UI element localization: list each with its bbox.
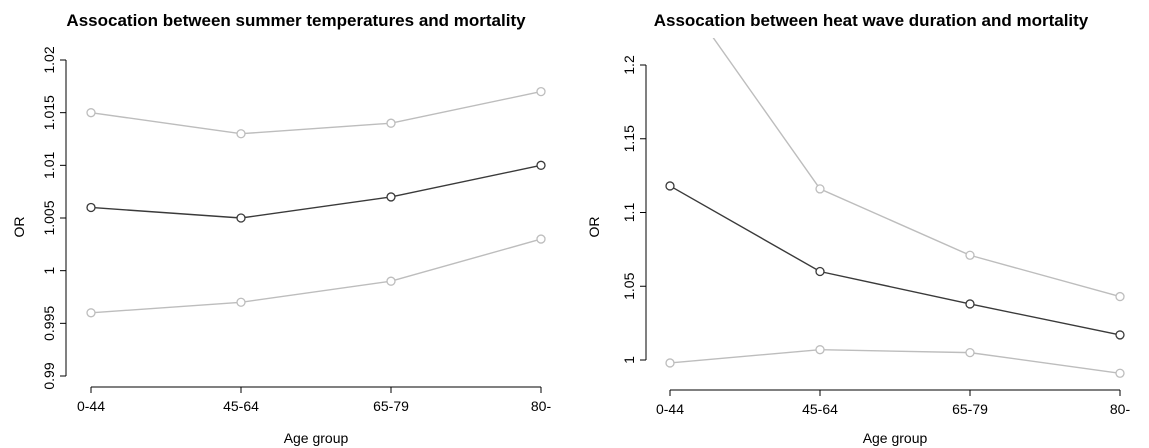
- data-point: [236, 297, 246, 307]
- y-axis: 1 1.05 1.1 1.15 1.2: [621, 55, 647, 364]
- x-tick-label: 65-79: [952, 401, 988, 417]
- series-upper: [86, 86, 546, 139]
- data-point: [236, 213, 246, 223]
- y-axis-label: OR: [11, 217, 27, 238]
- series-line: [90, 238, 542, 314]
- data-point: [665, 181, 675, 191]
- data-point: [965, 250, 975, 260]
- x-tick-label: 80-: [531, 398, 552, 414]
- data-point: [815, 266, 825, 277]
- x-tick-label: 45-64: [223, 398, 259, 414]
- series-line: [669, 185, 1121, 336]
- data-point: [386, 192, 396, 202]
- data-point: [86, 308, 96, 318]
- y-tick-label: 0.995: [41, 306, 57, 341]
- y-tick-label: 1.15: [621, 125, 637, 152]
- data-point: [1115, 291, 1125, 302]
- data-point: [965, 347, 975, 358]
- data-point: [965, 299, 975, 309]
- series-estimate: [665, 181, 1125, 340]
- x-axis-label: Age group: [863, 430, 928, 446]
- series-lower: [86, 234, 546, 318]
- data-point: [536, 86, 546, 97]
- y-tick-label: 1.2: [621, 55, 637, 75]
- data-point: [665, 358, 675, 368]
- y-tick-label: 1.005: [41, 200, 57, 235]
- y-tick-label: 0.99: [41, 362, 57, 389]
- chart-summer-temperatures: Assocation between summer temperatures a…: [11, 11, 552, 446]
- data-point: [236, 129, 246, 139]
- chart-title: Assocation between heat wave duration an…: [654, 11, 1089, 30]
- data-point: [815, 345, 825, 355]
- y-tick-label: 1.01: [41, 151, 57, 178]
- data-point: [386, 118, 396, 128]
- series-line: [90, 164, 542, 219]
- y-axis: 0.99 0.995 1 1.005 1.01 1.015 1.02: [41, 46, 67, 390]
- data-point: [1115, 368, 1125, 378]
- x-axis-label: Age group: [284, 430, 349, 446]
- x-tick-label: 0-44: [656, 401, 684, 417]
- x-tick-label: 65-79: [373, 398, 409, 414]
- x-tick-label: 0-44: [77, 398, 105, 414]
- series-upper: [712, 38, 1125, 302]
- y-axis-label: OR: [586, 217, 602, 238]
- x-tick-label: 80-: [1110, 401, 1131, 417]
- data-point: [536, 160, 546, 170]
- x-axis: 0-44 45-64 65-79 80-: [656, 389, 1131, 417]
- plot-area: [86, 86, 546, 318]
- data-point: [86, 202, 96, 213]
- series-line: [669, 348, 1121, 374]
- chart-heat-wave-duration: Assocation between heat wave duration an…: [586, 11, 1131, 446]
- y-tick-label: 1.1: [621, 203, 637, 223]
- data-point: [536, 234, 546, 244]
- data-point: [86, 108, 96, 118]
- series-line: [712, 38, 1121, 298]
- x-axis: 0-44 45-64 65-79 80-: [77, 386, 552, 414]
- y-tick-label: 1: [621, 356, 637, 364]
- plot-area: [665, 38, 1125, 378]
- data-point: [386, 276, 396, 286]
- y-tick-label: 1: [41, 267, 57, 275]
- x-tick-label: 45-64: [802, 401, 838, 417]
- series-estimate: [86, 160, 546, 223]
- chart-title: Assocation between summer temperatures a…: [66, 11, 526, 30]
- y-tick-label: 1.015: [41, 95, 57, 130]
- data-point: [815, 184, 825, 194]
- y-tick-label: 1.02: [41, 46, 57, 73]
- series-lower: [665, 345, 1125, 378]
- series-line: [90, 90, 542, 135]
- data-point: [1115, 330, 1125, 340]
- y-tick-label: 1.05: [621, 272, 637, 299]
